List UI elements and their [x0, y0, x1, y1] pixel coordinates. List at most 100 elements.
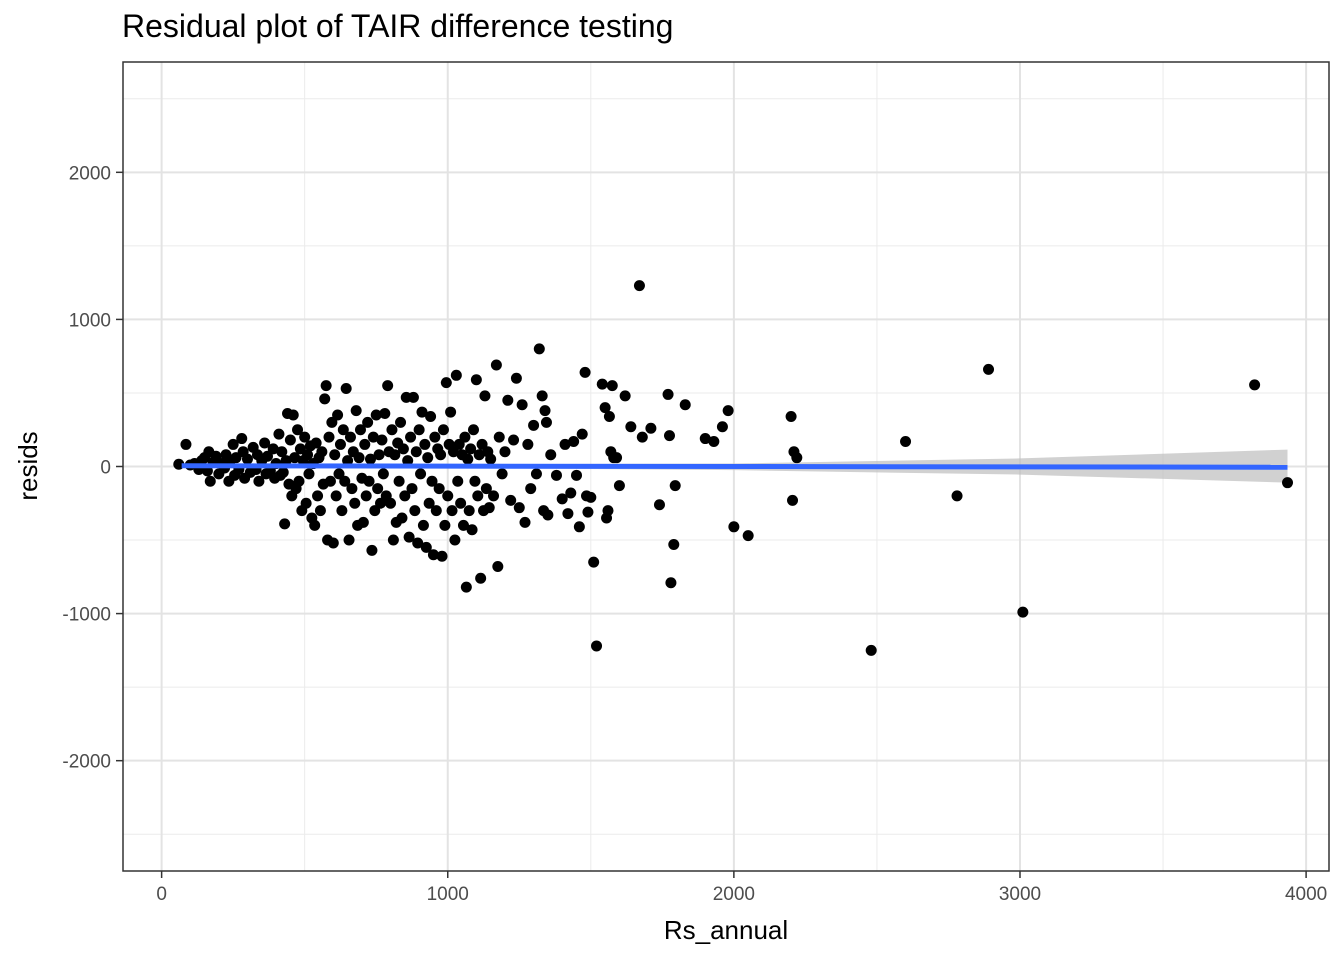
- data-point: [426, 475, 438, 487]
- x-axis-title: Rs_annual: [664, 915, 788, 945]
- data-point: [522, 438, 534, 450]
- data-point: [393, 475, 405, 487]
- data-point: [299, 431, 311, 443]
- data-point: [320, 380, 332, 392]
- data-point: [433, 483, 445, 495]
- x-tick-label: 0: [156, 884, 167, 905]
- grid-minor: [123, 62, 1329, 871]
- data-point: [536, 390, 548, 402]
- data-point: [410, 446, 422, 458]
- data-point: [437, 424, 449, 436]
- data-point: [342, 455, 354, 467]
- data-point: [450, 369, 462, 381]
- data-point: [373, 449, 385, 461]
- data-point: [708, 435, 720, 447]
- data-point: [493, 431, 505, 443]
- data-point: [951, 490, 963, 502]
- data-point: [330, 490, 342, 502]
- x-tick-label: 3000: [999, 884, 1041, 905]
- data-point: [550, 469, 562, 481]
- data-point: [399, 490, 411, 502]
- chart-title: Residual plot of TAIR difference testing: [122, 8, 674, 44]
- data-point: [791, 452, 803, 464]
- data-point: [395, 416, 407, 428]
- y-axis: -2000 -1000 0 1000 2000: [62, 163, 123, 773]
- data-point: [406, 483, 418, 495]
- data-point: [459, 431, 471, 443]
- data-point: [669, 480, 681, 492]
- data-point: [289, 452, 301, 464]
- data-point: [540, 416, 552, 428]
- data-point: [417, 519, 429, 531]
- data-point: [582, 506, 594, 518]
- data-point: [619, 390, 631, 402]
- data-point: [324, 475, 336, 487]
- data-point: [379, 408, 391, 420]
- y-axis-title: resids: [13, 431, 43, 500]
- data-point: [499, 446, 511, 458]
- data-point: [419, 438, 431, 450]
- data-point: [389, 449, 401, 461]
- data-point: [490, 359, 502, 371]
- data-point: [409, 505, 421, 517]
- data-point: [377, 468, 389, 480]
- data-point: [728, 521, 740, 533]
- data-point: [370, 409, 382, 421]
- data-point: [309, 519, 321, 531]
- data-point: [585, 491, 597, 503]
- data-point: [340, 383, 352, 395]
- data-point: [983, 363, 995, 375]
- data-point: [329, 449, 341, 461]
- data-point: [603, 410, 615, 422]
- data-point: [422, 452, 434, 464]
- data-point: [699, 433, 711, 445]
- data-point: [473, 449, 485, 461]
- data-point: [488, 490, 500, 502]
- data-point: [387, 534, 399, 546]
- data-point: [396, 512, 408, 524]
- data-point: [336, 505, 348, 517]
- data-point: [479, 390, 491, 402]
- data-point: [508, 434, 520, 446]
- data-point: [576, 428, 588, 440]
- data-point: [457, 519, 469, 531]
- data-point: [312, 490, 324, 502]
- data-point: [449, 534, 461, 546]
- data-point: [602, 505, 614, 517]
- data-point: [1017, 606, 1029, 618]
- data-point: [467, 424, 479, 436]
- data-point: [662, 388, 674, 400]
- data-point: [556, 493, 568, 505]
- data-point: [455, 497, 467, 509]
- data-point: [360, 490, 372, 502]
- data-point: [372, 483, 384, 495]
- data-point: [573, 521, 585, 533]
- data-point: [310, 437, 322, 449]
- data-point: [528, 419, 540, 431]
- y-tick-label: 0: [100, 458, 111, 479]
- data-point: [343, 534, 355, 546]
- data-point: [423, 497, 435, 509]
- data-point: [416, 406, 428, 418]
- data-point: [386, 424, 398, 436]
- data-point: [460, 581, 472, 593]
- data-point: [900, 435, 912, 447]
- data-point: [346, 483, 358, 495]
- data-point: [314, 505, 326, 517]
- data-point: [465, 443, 477, 455]
- data-point: [525, 483, 537, 495]
- data-point: [480, 483, 492, 495]
- data-point: [363, 475, 375, 487]
- data-point: [505, 494, 517, 506]
- data-point: [292, 424, 304, 436]
- data-point: [267, 443, 279, 455]
- data-point: [445, 406, 457, 418]
- data-point: [287, 409, 299, 421]
- data-point: [530, 468, 542, 480]
- data-point: [611, 452, 623, 464]
- data-point: [276, 446, 288, 458]
- data-point: [613, 480, 625, 492]
- data-point: [596, 378, 608, 390]
- data-point: [865, 644, 877, 656]
- data-point: [412, 537, 424, 549]
